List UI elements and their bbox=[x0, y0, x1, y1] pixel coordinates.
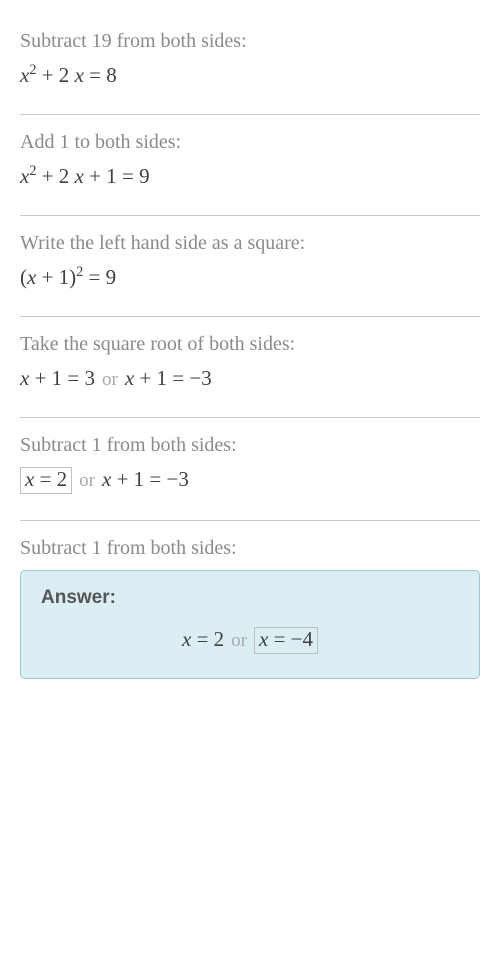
step-4: Take the square root of both sides: x + … bbox=[20, 317, 480, 418]
step-1: Subtract 19 from both sides: x2 + 2 x = … bbox=[20, 14, 480, 115]
answer-equation: x = 2 or x = −4 bbox=[41, 627, 459, 654]
step-6: Subtract 1 from both sides: Answer: x = … bbox=[20, 521, 480, 689]
eq-rest: + 2 x = 8 bbox=[36, 63, 116, 87]
eq-rest: = 9 bbox=[83, 265, 116, 289]
step-instruction: Write the left hand side as a square: bbox=[20, 232, 480, 255]
eq-left: x + 1 = 3 bbox=[20, 366, 95, 390]
step-equation: x2 + 2 x + 1 = 9 bbox=[20, 164, 480, 189]
step-equation: x + 1 = 3 or x + 1 = −3 bbox=[20, 366, 480, 391]
eq-right: x + 1 = −3 bbox=[125, 366, 212, 390]
answer-label: Answer: bbox=[41, 587, 459, 609]
step-equation: x = 2 or x + 1 = −3 bbox=[20, 467, 480, 494]
answer-box: Answer: x = 2 or x = −4 bbox=[20, 570, 480, 679]
step-equation: (x + 1)2 = 9 bbox=[20, 265, 480, 290]
or-text: or bbox=[231, 630, 247, 651]
step-3: Write the left hand side as a square: (x… bbox=[20, 216, 480, 317]
eq-var: x bbox=[20, 63, 29, 87]
step-instruction: Subtract 1 from both sides: bbox=[20, 537, 480, 560]
eq-left-boxed: x = 2 bbox=[20, 467, 72, 494]
step-instruction: Subtract 1 from both sides: bbox=[20, 434, 480, 457]
step-instruction: Take the square root of both sides: bbox=[20, 333, 480, 356]
step-instruction: Subtract 19 from both sides: bbox=[20, 30, 480, 53]
step-2: Add 1 to both sides: x2 + 2 x + 1 = 9 bbox=[20, 115, 480, 216]
answer-right-boxed: x = −4 bbox=[254, 627, 318, 654]
eq-var: x bbox=[20, 164, 29, 188]
or-text: or bbox=[102, 369, 118, 390]
step-equation: x2 + 2 x = 8 bbox=[20, 63, 480, 88]
eq-pre: (x + 1) bbox=[20, 265, 76, 289]
eq-rest: + 2 x + 1 = 9 bbox=[36, 164, 149, 188]
step-instruction: Add 1 to both sides: bbox=[20, 131, 480, 154]
or-text: or bbox=[79, 470, 95, 491]
step-5: Subtract 1 from both sides: x = 2 or x + 1… bbox=[20, 418, 480, 521]
answer-left: x = 2 bbox=[182, 627, 224, 651]
eq-right: x + 1 = −3 bbox=[102, 467, 189, 491]
